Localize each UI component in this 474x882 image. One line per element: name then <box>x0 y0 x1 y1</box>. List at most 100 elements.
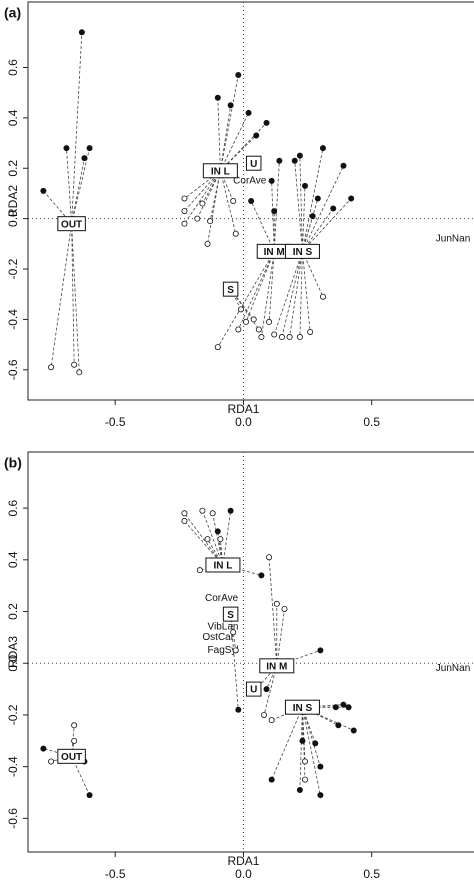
site-point <box>243 318 250 325</box>
connector <box>71 32 83 224</box>
connector <box>302 185 306 252</box>
connector <box>273 251 303 335</box>
site-point <box>230 629 237 636</box>
connector <box>302 165 344 252</box>
connector <box>266 665 278 690</box>
site-point <box>258 334 265 341</box>
connector <box>271 180 275 252</box>
group-label: IN M <box>266 661 287 672</box>
site-point <box>281 605 288 612</box>
site-point <box>345 704 352 711</box>
y-tick-label: -0.4 <box>6 756 20 777</box>
group-label: OUT <box>61 752 82 763</box>
connector <box>71 223 80 373</box>
site-point <box>309 213 316 220</box>
group-centroid <box>57 216 86 232</box>
site-point <box>350 727 357 734</box>
site-point <box>214 528 221 535</box>
connector <box>294 160 303 252</box>
site-point <box>181 220 188 227</box>
group-centroid <box>205 557 241 573</box>
site-point <box>258 572 265 579</box>
species-label: CorAve <box>233 175 267 186</box>
group-centroid <box>222 281 239 297</box>
site-point <box>181 208 188 215</box>
site-point <box>319 145 326 152</box>
connector <box>220 135 257 172</box>
connector <box>196 170 221 219</box>
site-point <box>232 230 239 237</box>
site-point <box>227 102 234 109</box>
y-tick-label: 0.0 <box>6 210 20 227</box>
connector <box>263 665 278 716</box>
group-centroid <box>245 681 262 697</box>
connector <box>217 251 275 348</box>
site-point <box>181 518 188 525</box>
group-centroid <box>284 243 320 259</box>
connector <box>302 707 306 762</box>
site-point <box>204 240 211 247</box>
connector <box>302 706 354 731</box>
site-point <box>317 792 324 799</box>
connector <box>299 251 303 338</box>
group-label: S <box>227 285 234 296</box>
connector <box>71 158 85 224</box>
connector <box>302 208 334 252</box>
group-label: IN S <box>293 247 313 258</box>
site-point <box>181 510 188 517</box>
group-centroid <box>284 699 320 715</box>
y-tick-label: 0.0 <box>6 655 20 672</box>
site-point <box>302 182 309 189</box>
site-point <box>268 177 275 184</box>
site-point <box>40 187 47 194</box>
connector <box>230 288 242 310</box>
site-point <box>232 647 239 654</box>
site-point <box>78 29 85 36</box>
group-centroid <box>202 163 238 179</box>
site-point <box>302 776 309 783</box>
site-point <box>266 554 273 561</box>
connector <box>302 251 324 297</box>
group-label: U <box>250 685 257 696</box>
site-point <box>268 717 275 724</box>
panel-label: (a) <box>4 5 21 21</box>
connector <box>220 122 267 172</box>
site-point <box>40 745 47 752</box>
y-tick-label: 0.6 <box>6 499 20 516</box>
site-point <box>335 722 342 729</box>
connector <box>302 251 311 333</box>
group-label: U <box>250 159 257 170</box>
site-point <box>296 152 303 159</box>
site-point <box>199 507 206 514</box>
site-point <box>214 94 221 101</box>
connector <box>209 170 221 222</box>
site-point <box>263 119 270 126</box>
site-point <box>268 776 275 783</box>
site-point <box>71 737 78 744</box>
site-point <box>217 536 224 543</box>
site-point <box>299 737 306 744</box>
x-tick-label: -0.5 <box>105 415 126 429</box>
site-point <box>209 510 216 517</box>
connector <box>220 112 249 171</box>
site-point <box>278 334 285 341</box>
group-label: IN L <box>211 166 230 177</box>
site-point <box>307 328 314 335</box>
connector <box>276 608 285 666</box>
y-tick-label: 0.4 <box>6 109 20 126</box>
site-point <box>196 567 203 574</box>
group-centroid <box>259 658 295 674</box>
group-label: IN L <box>213 561 232 572</box>
site-point <box>230 197 237 204</box>
species-label: FagSyl <box>208 645 239 656</box>
connector <box>271 707 303 780</box>
site-point <box>340 701 347 708</box>
site-point <box>81 155 88 162</box>
site-point <box>348 195 355 202</box>
x-axis-label: RDA1 <box>227 402 259 416</box>
site-point <box>291 157 298 164</box>
y-tick-label: 0.2 <box>6 603 20 620</box>
connector <box>230 288 260 330</box>
connector <box>250 200 275 252</box>
site-point <box>302 758 309 765</box>
